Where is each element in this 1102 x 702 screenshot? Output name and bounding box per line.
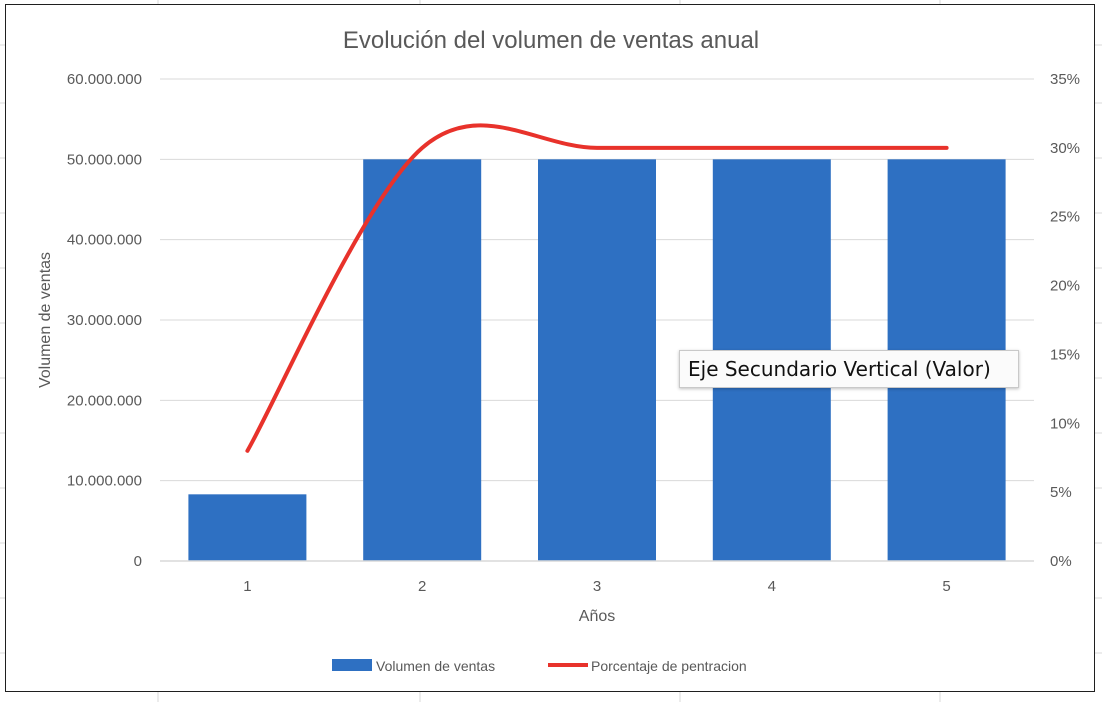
y-tick-label: 40.000.000	[67, 232, 142, 249]
y2-tick-label: 15%	[1050, 346, 1080, 363]
primary-y-axis[interactable]: 0 10.000.000 20.000.000 30.000.000 40.000.00…	[67, 71, 142, 570]
y-axis-title[interactable]: Volumen de ventas	[37, 252, 54, 388]
legend-swatch-volumen	[332, 659, 372, 671]
bar-series-volumen[interactable]	[188, 159, 1006, 562]
chart-title[interactable]: Evolución del volumen de ventas anual	[343, 27, 759, 54]
secondary-y-axis[interactable]: 0% 5% 10% 15% 20% 25% 30% 35%	[1050, 71, 1080, 570]
y-tick-label: 30.000.000	[67, 312, 142, 329]
y2-tick-label: 5%	[1050, 484, 1072, 501]
y2-tick-label: 10%	[1050, 415, 1080, 432]
y-tick-label: 20.000.000	[67, 392, 142, 409]
line-series-porcentaje[interactable]	[245, 123, 949, 453]
legend-label-volumen: Volumen de ventas	[376, 658, 495, 674]
x-axis[interactable]: 1 2 3 4 5	[243, 578, 951, 595]
y2-tick-label: 20%	[1050, 278, 1080, 295]
x-tick-label: 5	[942, 578, 950, 595]
x-tick-label: 3	[593, 578, 601, 595]
x-tick-label: 2	[418, 578, 426, 595]
series-line[interactable]	[245, 123, 949, 453]
legend-label-porcentaje: Porcentaje de pentracion	[591, 658, 747, 674]
bar[interactable]	[363, 159, 482, 562]
y2-tick-label: 25%	[1050, 209, 1080, 226]
x-tick-label: 1	[243, 578, 251, 595]
y-tick-label: 60.000.000	[67, 71, 142, 88]
x-axis-title[interactable]: Años	[579, 608, 615, 625]
y2-tick-label: 0%	[1050, 553, 1072, 570]
y2-tick-label: 30%	[1050, 140, 1080, 157]
y-tick-label: 0	[134, 553, 142, 570]
y-tick-label: 10.000.000	[67, 473, 142, 490]
y2-tick-label: 35%	[1050, 71, 1080, 88]
axis-tooltip: Eje Secundario Vertical (Valor)	[679, 350, 1019, 388]
x-tick-label: 4	[768, 578, 776, 595]
y-tick-label: 50.000.000	[67, 151, 142, 168]
bar[interactable]	[538, 159, 656, 562]
bar[interactable]	[188, 494, 307, 561]
legend[interactable]: Volumen de ventas Porcentaje de pentraci…	[332, 658, 747, 674]
